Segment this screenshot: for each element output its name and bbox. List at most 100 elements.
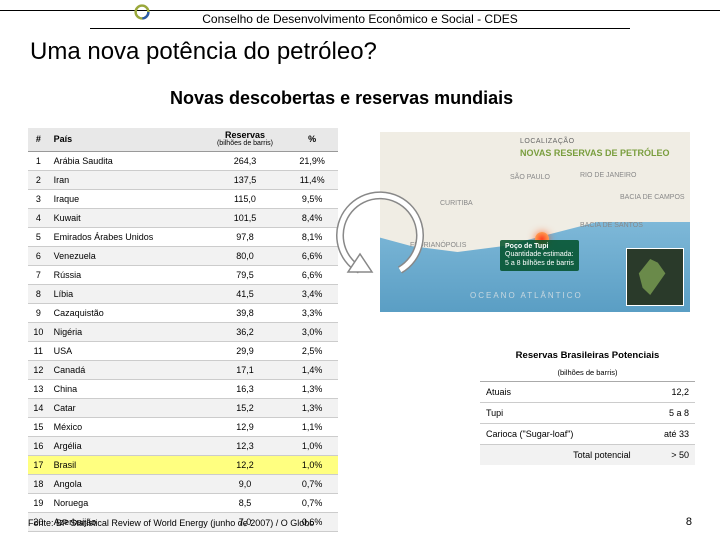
table-row: 6Venezuela80,06,6% xyxy=(28,246,338,265)
curved-arrow-icon xyxy=(340,260,420,350)
cell-reserves: 17,1 xyxy=(204,360,287,379)
cell-country: Líbia xyxy=(49,284,204,303)
table-row: 13China16,31,3% xyxy=(28,379,338,398)
cell-pct: 3,3% xyxy=(286,303,338,322)
cell-pct: 6,6% xyxy=(286,265,338,284)
side-label: Tupi xyxy=(480,403,637,424)
cell-num: 13 xyxy=(28,379,49,398)
potential-table: Reservas Brasileiras Potenciais (bilhões… xyxy=(480,348,695,465)
cell-num: 3 xyxy=(28,189,49,208)
cell-country: México xyxy=(49,417,204,436)
cell-num: 10 xyxy=(28,322,49,341)
cell-country: Argélia xyxy=(49,436,204,455)
cell-country: Iran xyxy=(49,170,204,189)
cell-num: 12 xyxy=(28,360,49,379)
side-label: Carioca ("Sugar-loaf") xyxy=(480,424,637,445)
table-row: 14Catar15,21,3% xyxy=(28,398,338,417)
cell-country: Angola xyxy=(49,474,204,493)
col-reserves: Reservas (bilhões de barris) xyxy=(204,128,287,151)
header-underline xyxy=(90,28,630,29)
map-city-label: BACIA DE CAMPOS xyxy=(620,194,685,201)
cell-reserves: 29,9 xyxy=(204,341,287,360)
cell-pct: 11,4% xyxy=(286,170,338,189)
table-row: 9Cazaquistão39,83,3% xyxy=(28,303,338,322)
cell-num: 2 xyxy=(28,170,49,189)
cell-country: Rússia xyxy=(49,265,204,284)
table-row: 19Noruega8,50,7% xyxy=(28,493,338,512)
header-org: Conselho de Desenvolvimento Econômico e … xyxy=(0,12,720,26)
table-row: 11USA29,92,5% xyxy=(28,341,338,360)
col-reserves-sub: (bilhões de barris) xyxy=(209,140,282,147)
cell-pct: 0,7% xyxy=(286,493,338,512)
table-row: 18Angola9,00,7% xyxy=(28,474,338,493)
cell-num: 14 xyxy=(28,398,49,417)
callout-title: Poço de Tupi xyxy=(505,243,548,250)
map-city-label: RIO DE JANEIRO xyxy=(580,172,636,179)
page-title: Uma nova potência do petróleo? xyxy=(30,38,377,66)
cell-country: Iraque xyxy=(49,189,204,208)
map-title: NOVAS RESERVAS DE PETRÓLEO xyxy=(520,148,670,158)
side-row: Tupi5 a 8 xyxy=(480,403,695,424)
side-total-label: Total potencial xyxy=(480,445,637,466)
table-row: 3Iraque115,09,5% xyxy=(28,189,338,208)
callout-l3: 5 a 8 bilhões de barris xyxy=(505,260,574,267)
cell-pct: 9,5% xyxy=(286,189,338,208)
col-num: # xyxy=(28,128,49,151)
cell-pct: 8,4% xyxy=(286,208,338,227)
table-row: 12Canadá17,11,4% xyxy=(28,360,338,379)
cell-pct: 21,9% xyxy=(286,151,338,170)
cell-reserves: 9,0 xyxy=(204,474,287,493)
side-label: Atuais xyxy=(480,382,637,403)
cell-reserves: 80,0 xyxy=(204,246,287,265)
table-row: 16Argélia12,31,0% xyxy=(28,436,338,455)
cell-reserves: 12,9 xyxy=(204,417,287,436)
cell-pct: 8,1% xyxy=(286,227,338,246)
cell-reserves: 115,0 xyxy=(204,189,287,208)
cell-reserves: 39,8 xyxy=(204,303,287,322)
cell-num: 19 xyxy=(28,493,49,512)
cell-pct: 1,0% xyxy=(286,436,338,455)
cell-country: Kuwait xyxy=(49,208,204,227)
cell-reserves: 79,5 xyxy=(204,265,287,284)
cell-country: Nigéria xyxy=(49,322,204,341)
cell-reserves: 16,3 xyxy=(204,379,287,398)
cell-pct: 3,4% xyxy=(286,284,338,303)
table-row: 15México12,91,1% xyxy=(28,417,338,436)
cell-country: Emirados Árabes Unidos xyxy=(49,227,204,246)
cell-num: 6 xyxy=(28,246,49,265)
side-row: Carioca ("Sugar-loaf")até 33 xyxy=(480,424,695,445)
cell-num: 1 xyxy=(28,151,49,170)
cell-num: 16 xyxy=(28,436,49,455)
cell-num: 9 xyxy=(28,303,49,322)
source-footnote: Fonte: BP Statistical Review of World En… xyxy=(28,518,314,528)
cell-reserves: 97,8 xyxy=(204,227,287,246)
side-val: até 33 xyxy=(637,424,695,445)
cell-pct: 2,5% xyxy=(286,341,338,360)
cell-num: 17 xyxy=(28,455,49,474)
cell-reserves: 8,5 xyxy=(204,493,287,512)
cell-reserves: 36,2 xyxy=(204,322,287,341)
cell-country: Venezuela xyxy=(49,246,204,265)
cell-country: Catar xyxy=(49,398,204,417)
cell-num: 15 xyxy=(28,417,49,436)
side-total-val: > 50 xyxy=(637,445,695,466)
table-row: 5Emirados Árabes Unidos97,88,1% xyxy=(28,227,338,246)
map-city-label: SÃO PAULO xyxy=(510,174,550,181)
table-row: 8Líbia41,53,4% xyxy=(28,284,338,303)
map-figure: LOCALIZAÇÃO NOVAS RESERVAS DE PETRÓLEO O… xyxy=(380,132,690,312)
map-city-label: CURITIBA xyxy=(440,200,473,207)
cell-pct: 1,3% xyxy=(286,379,338,398)
side-val: 5 a 8 xyxy=(637,403,695,424)
cell-pct: 0,7% xyxy=(286,474,338,493)
cell-pct: 1,1% xyxy=(286,417,338,436)
map-city-label: BACIA DE SANTOS xyxy=(580,222,643,229)
table-row: 10Nigéria36,23,0% xyxy=(28,322,338,341)
col-reserves-label: Reservas xyxy=(225,130,265,140)
side-sub: (bilhões de barris) xyxy=(480,363,695,382)
reserves-table: # País Reservas (bilhões de barris) % 1A… xyxy=(28,128,338,532)
cell-country: USA xyxy=(49,341,204,360)
cell-num: 7 xyxy=(28,265,49,284)
cell-num: 11 xyxy=(28,341,49,360)
cell-reserves: 101,5 xyxy=(204,208,287,227)
side-total-row: Total potencial> 50 xyxy=(480,445,695,466)
